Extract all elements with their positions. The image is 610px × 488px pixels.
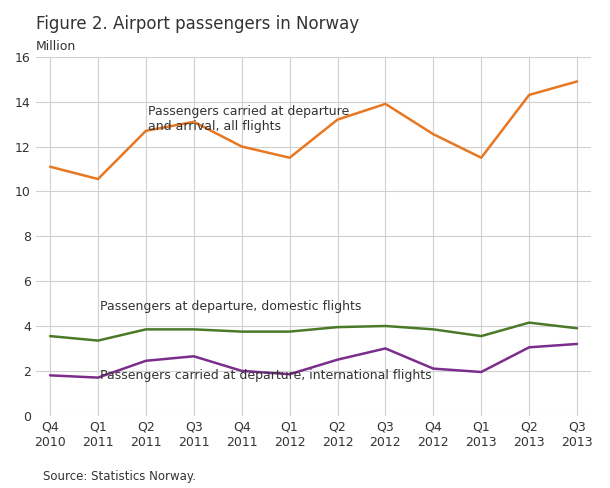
Text: Million: Million xyxy=(36,40,76,53)
Text: Source: Statistics Norway.: Source: Statistics Norway. xyxy=(43,470,196,483)
Text: Passengers carried at departure, international flights: Passengers carried at departure, interna… xyxy=(101,368,432,382)
Text: Passengers at departure, domestic flights: Passengers at departure, domestic flight… xyxy=(101,300,362,312)
Text: Passengers carried at departure
and arrival, all flights: Passengers carried at departure and arri… xyxy=(148,105,350,133)
Text: Figure 2. Airport passengers in Norway: Figure 2. Airport passengers in Norway xyxy=(36,15,359,33)
